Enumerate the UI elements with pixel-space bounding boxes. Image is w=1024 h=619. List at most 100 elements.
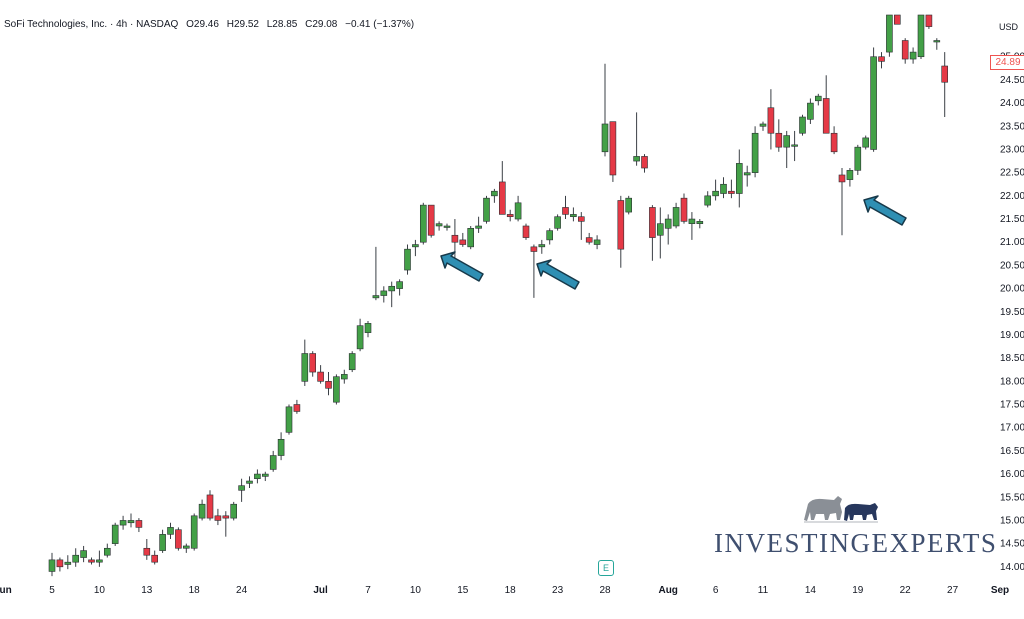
candle [427, 204, 435, 238]
x-tick-label: 5 [49, 585, 55, 596]
candle [649, 205, 656, 261]
y-tick-label: 19.00 [1000, 330, 1024, 341]
candle [601, 63, 609, 157]
candle [72, 548, 79, 567]
candle [380, 286, 388, 303]
candle [190, 513, 198, 551]
candle-body [886, 14, 893, 53]
y-tick-label: 16.50 [1000, 446, 1024, 457]
candle [917, 14, 925, 60]
candle-body [88, 559, 95, 563]
candle [396, 279, 403, 296]
candle-body [412, 244, 419, 248]
candle-body [467, 228, 475, 248]
candle-body [846, 170, 854, 180]
candle [230, 501, 237, 521]
x-tick-label: 7 [365, 585, 371, 596]
x-tick-label: 23 [552, 585, 564, 596]
investing-experts-logo: INVESTINGEXPERTS [712, 490, 996, 570]
candle [901, 38, 909, 64]
y-tick-label: 17.00 [1000, 423, 1024, 434]
y-tick-label: 20.50 [1000, 260, 1024, 271]
candle-body [198, 503, 206, 519]
candle-body [530, 246, 538, 252]
x-tick-label: 19 [852, 585, 864, 596]
candle-body [238, 485, 245, 491]
candle-body [664, 218, 672, 229]
candle-body [901, 40, 909, 60]
candle [119, 515, 127, 530]
candle-body [254, 473, 261, 480]
currency-label: USD [999, 22, 1019, 32]
candles-layer [48, 14, 949, 577]
candle-body [656, 223, 664, 236]
candle [151, 550, 158, 565]
x-tick-label: Aug [658, 585, 677, 596]
candle [680, 193, 688, 224]
candle-body [159, 534, 166, 551]
candle [870, 47, 877, 152]
candle-body [435, 223, 443, 227]
symbol-line: SoFi Technologies, Inc. · 4h · NASDAQ [4, 19, 179, 30]
earnings-marker-icon[interactable]: E [598, 560, 614, 576]
candle [514, 195, 522, 222]
close-value: C29.08 [305, 19, 338, 30]
candle-body [443, 225, 451, 228]
candle-body [356, 325, 364, 350]
y-tick-label: 15.00 [1000, 515, 1024, 526]
candle-body [743, 172, 751, 176]
candle [348, 351, 356, 373]
candle [759, 121, 767, 131]
candle [88, 557, 95, 565]
candle [388, 281, 396, 308]
candle [143, 538, 151, 560]
candle [167, 522, 174, 539]
candle-body [364, 323, 372, 333]
candle [941, 52, 949, 118]
candle-body [222, 515, 230, 519]
y-tick-label: 18.00 [1000, 376, 1024, 387]
x-tick-label: 24 [236, 585, 248, 596]
candle [96, 550, 103, 567]
candle [412, 239, 419, 257]
candle-body [688, 218, 696, 224]
candle-body [167, 527, 174, 535]
price-axis: 14.00 14.50 15.00 15.50 16.00 16.50 17.00 17.50… [1000, 52, 1024, 573]
candle-body [893, 14, 901, 25]
candle [175, 527, 182, 551]
candle-body [799, 116, 806, 134]
candle-body [143, 547, 151, 556]
candle [214, 508, 222, 526]
candle [933, 38, 941, 50]
candle-body [419, 204, 427, 243]
candle-body [680, 197, 688, 222]
candle-body [862, 137, 870, 148]
candle-body [372, 295, 380, 299]
candle-body [506, 214, 514, 218]
y-tick-label: 24.50 [1000, 75, 1024, 86]
candle-body [56, 559, 64, 568]
candle-body [562, 207, 569, 215]
candle [791, 130, 798, 162]
candle [48, 552, 56, 577]
candle-body [720, 183, 727, 194]
candle-body [649, 207, 656, 238]
candle [159, 529, 166, 553]
x-tick-label: 10 [410, 585, 422, 596]
candle [522, 223, 530, 240]
candle-body [933, 40, 941, 43]
candle [538, 239, 546, 254]
candle [720, 177, 727, 199]
y-tick-label: 16.00 [1000, 469, 1024, 480]
candle [301, 339, 309, 386]
x-tick-label: 13 [141, 585, 153, 596]
candle-body [269, 455, 277, 470]
candle-body [641, 156, 648, 169]
candle-body [838, 174, 846, 183]
candle [617, 195, 625, 268]
candle [285, 404, 293, 435]
candle-body [183, 545, 190, 549]
candle [822, 75, 830, 134]
x-tick-label: 18 [189, 585, 201, 596]
